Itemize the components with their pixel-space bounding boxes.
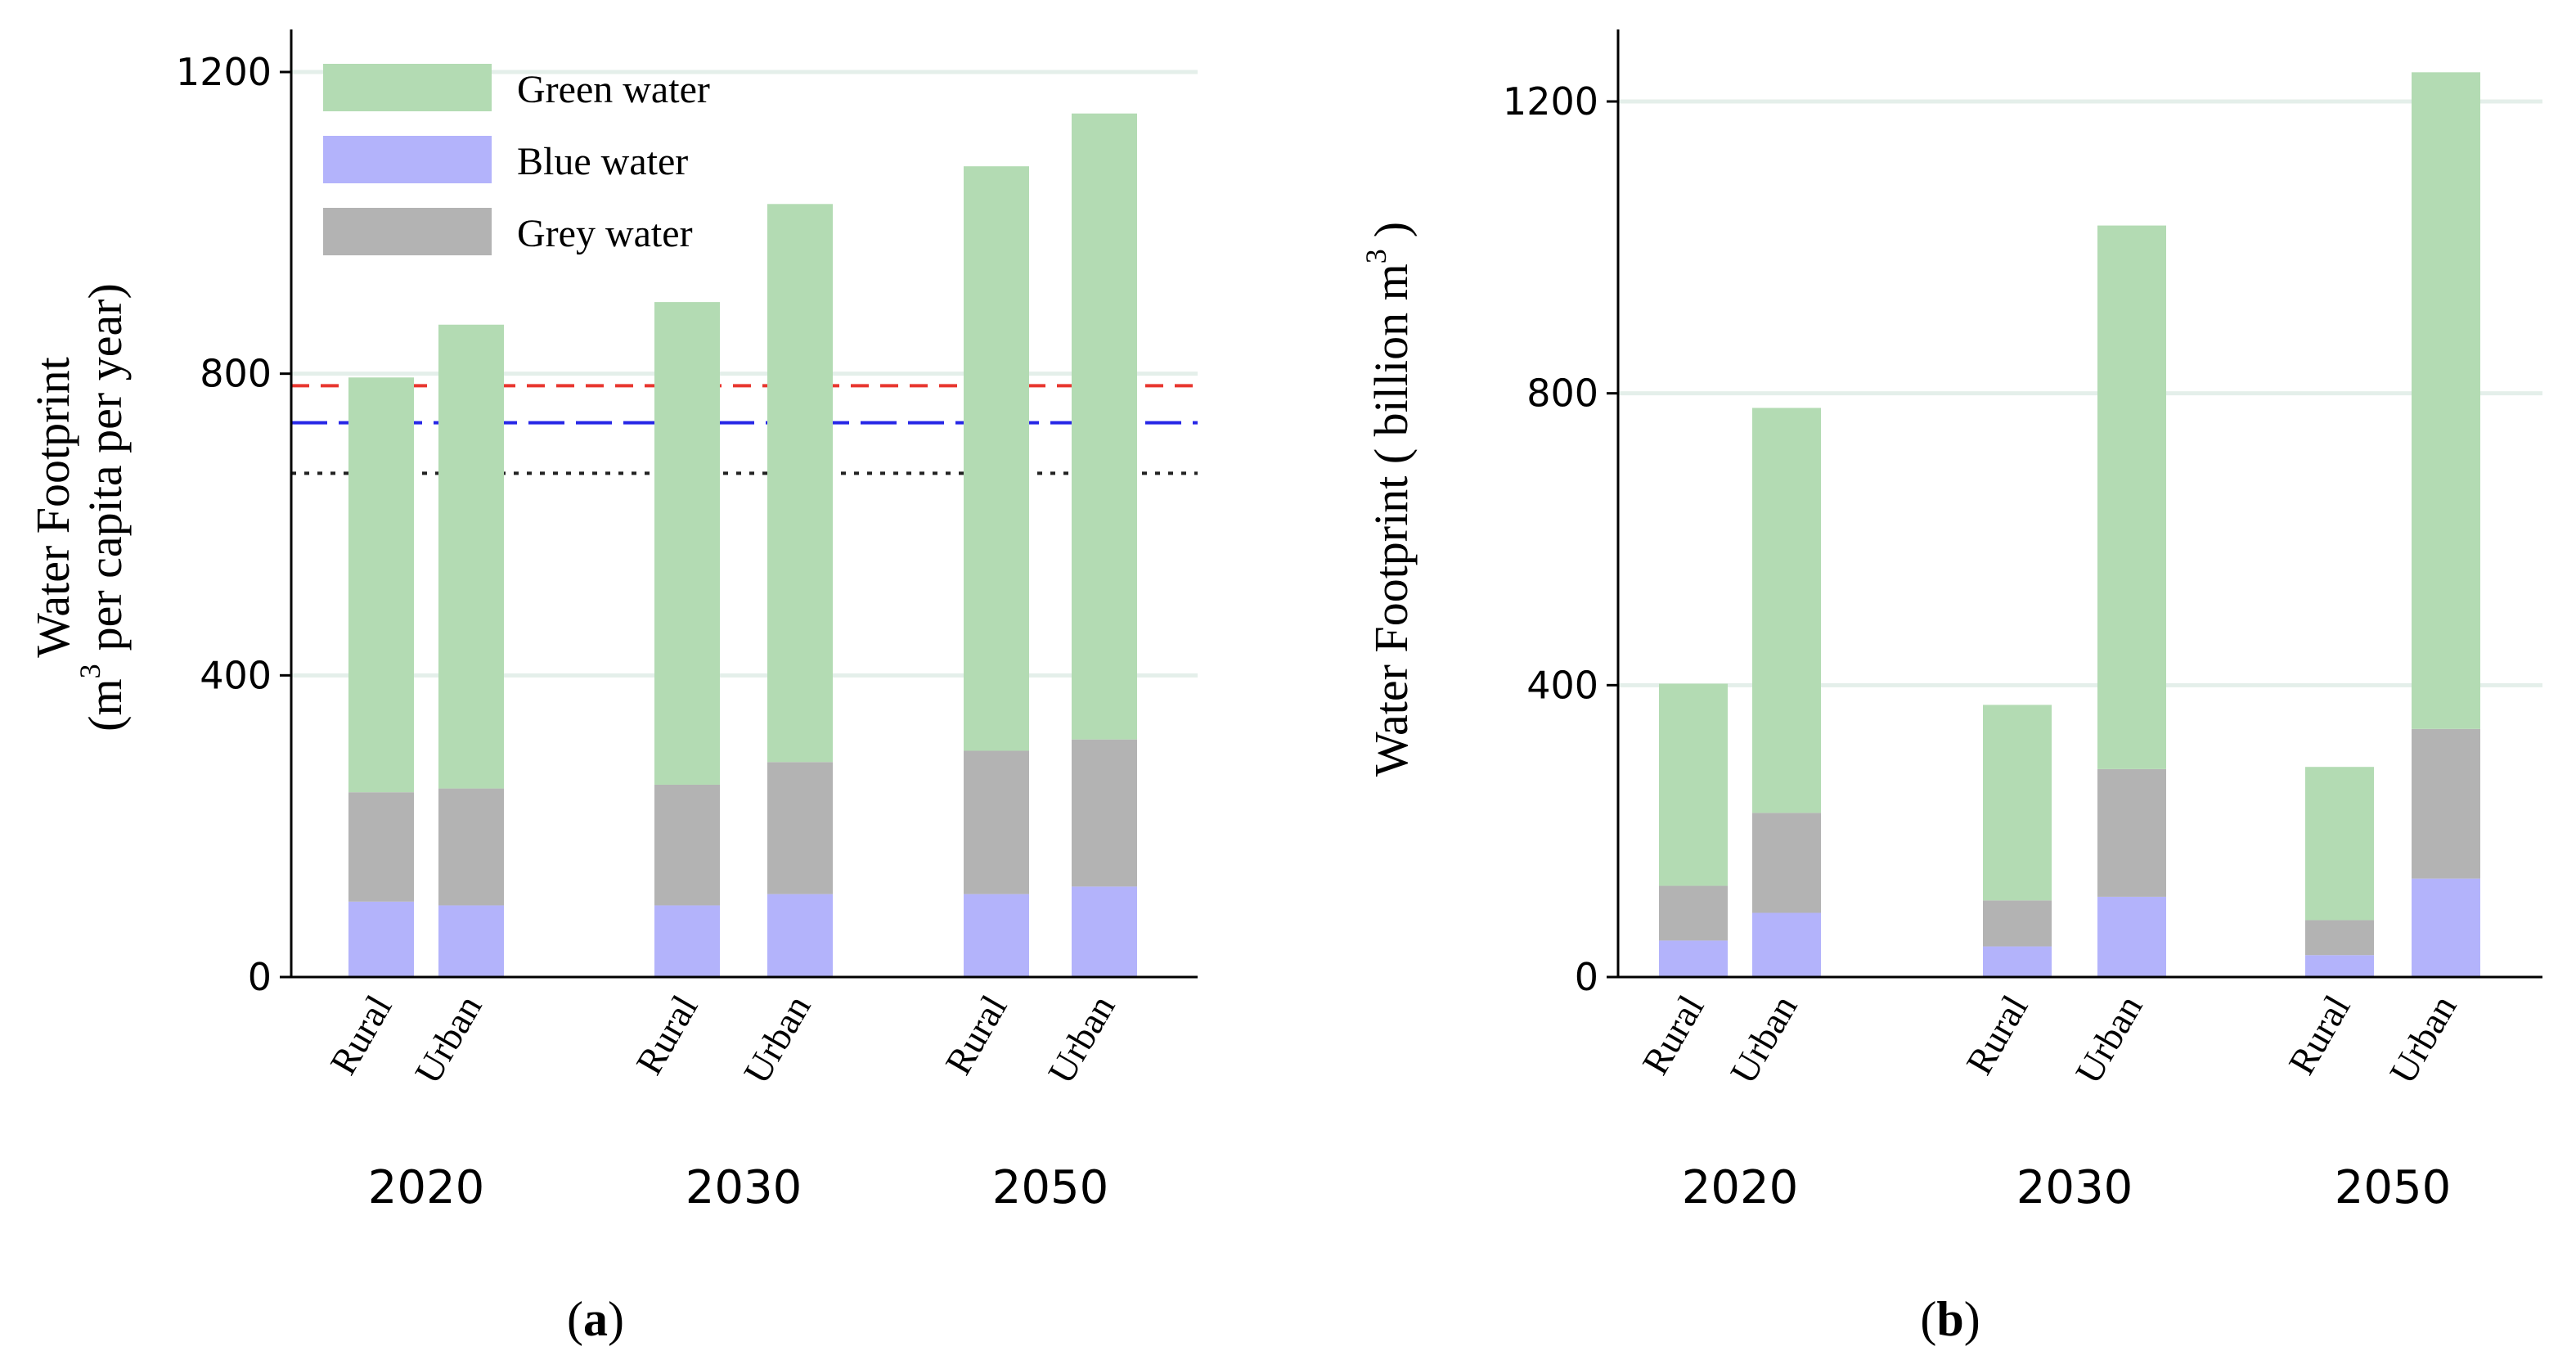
panel-label-b-letter: b — [1936, 1292, 1963, 1346]
bars-a — [348, 113, 1137, 977]
y-axis-title-b-prefix: Water Footprint ( billion m — [1364, 263, 1418, 777]
reference-lines-a — [291, 384, 1198, 475]
bar-b-2030-urban-blue-water — [2097, 896, 2166, 977]
y-axis-title-b: Water Footprint ( billion m3) — [1360, 222, 1418, 777]
bars-b — [1659, 72, 2480, 977]
category-label-a-2020-rural: Rural — [321, 988, 399, 1082]
y-tick-label-a-0: 0 — [248, 955, 272, 999]
bar-a-2050-urban-grey-water — [1072, 739, 1137, 887]
legend-label-blue: Blue water — [517, 140, 688, 183]
category-label-a-2030-rural: Rural — [627, 988, 705, 1082]
bar-b-2020-rural-green-water — [1659, 683, 1728, 886]
y-tick-label-b-800: 800 — [1526, 372, 1598, 416]
bar-a-2020-urban-green-water — [438, 324, 504, 789]
category-label-a-2020-urban: Urban — [407, 988, 490, 1091]
bar-b-2020-rural-grey-water — [1659, 885, 1728, 941]
y-axis-title-a-sup: 3 — [74, 664, 106, 678]
group-label-a-2020: 2020 — [368, 1161, 485, 1214]
bar-b-2050-rural-blue-water — [2305, 955, 2374, 977]
panel-label-a-letter: a — [583, 1292, 608, 1346]
group-label-a-2050: 2050 — [992, 1161, 1109, 1214]
bar-a-2020-rural-green-water — [348, 377, 414, 793]
bar-a-2020-rural-blue-water — [348, 901, 414, 977]
y-axis-title-a-line1: Water Footprint — [26, 357, 79, 657]
legend-swatch-grey — [323, 208, 492, 255]
category-label-b-2050-rural: Rural — [2280, 988, 2358, 1082]
group-label-b-2050: 2050 — [2335, 1161, 2452, 1214]
bar-b-2030-rural-green-water — [1983, 705, 2052, 901]
legend-swatch-green — [323, 64, 492, 111]
group-label-b-2020: 2020 — [1682, 1161, 1799, 1214]
y-axis-title-a-line2: (m3 per capita per year) — [74, 283, 132, 732]
group-label-b-2030: 2030 — [2016, 1161, 2133, 1214]
y-tick-label-b-1200: 1200 — [1503, 79, 1598, 124]
bar-a-2020-urban-grey-water — [438, 788, 504, 906]
axes-b: 0 400 800 1200 — [1503, 29, 2542, 999]
group-label-a-2030: 2030 — [686, 1161, 802, 1214]
category-label-b-2030-rural: Rural — [1958, 988, 2035, 1082]
bar-b-2050-urban-blue-water — [2412, 878, 2480, 977]
bar-a-2050-rural-green-water — [964, 166, 1029, 751]
legend-label-grey: Grey water — [517, 212, 693, 255]
bar-b-2020-urban-grey-water — [1752, 813, 1821, 913]
panel-label-a: (a) — [567, 1292, 624, 1346]
y-tick-label-b-400: 400 — [1526, 663, 1598, 707]
legend-label-green: Green water — [517, 68, 710, 111]
bar-a-2030-urban-green-water — [767, 204, 833, 763]
bar-a-2050-urban-green-water — [1072, 113, 1137, 740]
bar-a-2050-rural-blue-water — [964, 894, 1029, 977]
bar-b-2020-urban-green-water — [1752, 408, 1821, 813]
bar-b-2050-rural-green-water — [2305, 767, 2374, 921]
bar-a-2020-urban-blue-water — [438, 905, 504, 977]
legend: Green water Blue water Grey water — [323, 64, 710, 255]
category-label-a-2050-urban: Urban — [1040, 988, 1123, 1091]
category-label-a-2030-urban: Urban — [735, 988, 819, 1091]
y-tick-label-a-1200: 1200 — [176, 50, 272, 94]
bar-b-2050-urban-green-water — [2412, 72, 2480, 729]
bar-a-2030-urban-grey-water — [767, 762, 833, 894]
category-label-b-2020-rural: Rural — [1634, 988, 1711, 1082]
bar-b-2030-rural-grey-water — [1983, 900, 2052, 947]
bar-b-2020-rural-blue-water — [1659, 940, 1728, 977]
bar-a-2030-rural-blue-water — [654, 905, 720, 977]
bar-b-2030-urban-green-water — [2097, 225, 2166, 769]
category-label-a-2050-rural: Rural — [937, 988, 1014, 1082]
bar-b-2050-rural-grey-water — [2305, 920, 2374, 956]
y-axis-title-a-prefix: (m — [79, 678, 132, 731]
category-label-b-2050-urban: Urban — [2381, 988, 2465, 1091]
y-tick-label-b-0: 0 — [1575, 955, 1598, 999]
category-label-b-2020-urban: Urban — [1722, 988, 1805, 1091]
bar-a-2030-urban-blue-water — [767, 894, 833, 977]
bar-b-2050-urban-grey-water — [2412, 728, 2480, 879]
panel-label-b: (b) — [1920, 1292, 1980, 1346]
bar-a-2050-urban-blue-water — [1072, 886, 1137, 977]
y-tick-label-a-400: 400 — [200, 653, 272, 697]
bar-a-2030-rural-green-water — [654, 302, 720, 785]
axes-a: 0 400 800 1200 — [176, 29, 1198, 999]
y-axis-title-a-suffix: per capita per year) — [79, 283, 132, 651]
bar-a-2050-rural-grey-water — [964, 750, 1029, 894]
legend-swatch-blue — [323, 136, 492, 183]
bar-a-2030-rural-grey-water — [654, 784, 720, 906]
bar-a-2020-rural-grey-water — [348, 792, 414, 902]
bar-b-2020-urban-blue-water — [1752, 912, 1821, 977]
bar-b-2030-urban-grey-water — [2097, 768, 2166, 897]
y-axis-title-b-suffix: ) — [1364, 222, 1418, 237]
y-tick-label-a-800: 800 — [200, 352, 272, 396]
bar-b-2030-rural-blue-water — [1983, 946, 2052, 977]
y-axis-title-b-sup: 3 — [1360, 249, 1392, 263]
category-label-b-2030-urban: Urban — [2067, 988, 2151, 1091]
